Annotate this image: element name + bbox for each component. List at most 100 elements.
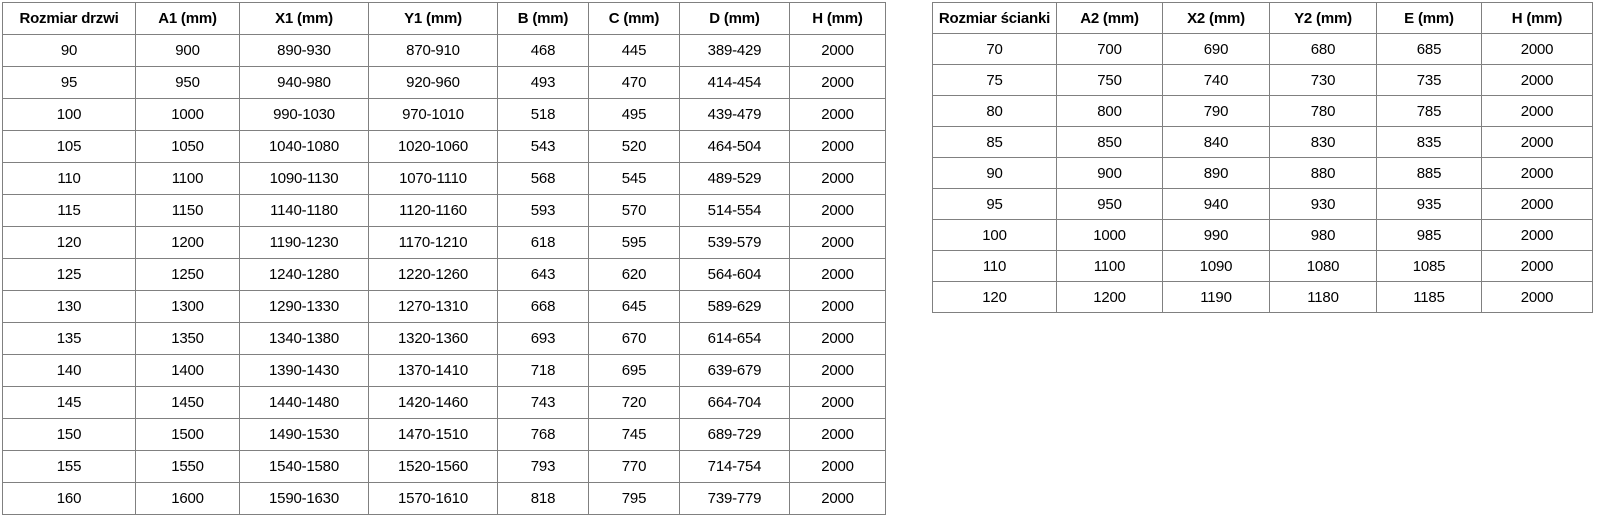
cell-r1-c2: 700 (1056, 33, 1163, 65)
table-header-row: Rozmiar ścianki A2 (mm) X2 (mm) Y2 (mm) E (m… (932, 2, 1593, 34)
cell-r11-c6: 695 (588, 354, 680, 387)
cell-r1-c2: 900 (135, 34, 240, 67)
cell-r15-c3: 1590-1630 (239, 482, 369, 515)
column-header-2: A1 (mm) (135, 2, 240, 35)
cell-r2-c5: 735 (1376, 64, 1482, 96)
cell-r1-c3: 890-930 (239, 34, 369, 67)
table-row: 75 750 740 730 735 2000 (932, 64, 1593, 96)
cell-r5-c4: 880 (1269, 157, 1377, 189)
cell-r7-c6: 595 (588, 226, 680, 259)
cell-r5-c2: 900 (1056, 157, 1163, 189)
wall-table-body: 70 700 690 680 685 2000 75 750 740 730 735 2000 80 80… (932, 33, 1593, 313)
table-row: 85 850 840 830 835 2000 (932, 126, 1593, 158)
cell-r6-c1: 115 (2, 194, 136, 227)
cell-r1-c4: 680 (1269, 33, 1377, 65)
cell-r12-c6: 720 (588, 386, 680, 419)
cell-r14-c1: 155 (2, 450, 136, 483)
cell-r2-c2: 750 (1056, 64, 1163, 96)
cell-r8-c6: 2000 (1481, 250, 1593, 282)
cell-r7-c8: 2000 (789, 226, 886, 259)
cell-r12-c4: 1420-1460 (368, 386, 498, 419)
cell-r11-c8: 2000 (789, 354, 886, 387)
cell-r3-c6: 495 (588, 98, 680, 131)
cell-r2-c7: 414-454 (679, 66, 790, 99)
cell-r8-c5: 643 (497, 258, 589, 291)
cell-r6-c5: 593 (497, 194, 589, 227)
table-row: 90 900 890 880 885 2000 (932, 157, 1593, 189)
cell-r13-c8: 2000 (789, 418, 886, 451)
cell-r7-c3: 990 (1162, 219, 1270, 251)
column-header-8: H (mm) (789, 2, 886, 35)
cell-r2-c4: 730 (1269, 64, 1377, 96)
cell-r12-c1: 145 (2, 386, 136, 419)
table-row: 80 800 790 780 785 2000 (932, 95, 1593, 127)
cell-r13-c2: 1500 (135, 418, 240, 451)
cell-r5-c5: 568 (497, 162, 589, 195)
cell-r4-c4: 1020-1060 (368, 130, 498, 163)
cell-r14-c8: 2000 (789, 450, 886, 483)
cell-r1-c7: 389-429 (679, 34, 790, 67)
cell-r5-c6: 2000 (1481, 157, 1593, 189)
cell-r3-c4: 780 (1269, 95, 1377, 127)
column-header-4: Y2 (mm) (1269, 2, 1377, 34)
cell-r9-c2: 1300 (135, 290, 240, 323)
cell-r13-c3: 1490-1530 (239, 418, 369, 451)
cell-r6-c2: 950 (1056, 188, 1163, 220)
cell-r11-c2: 1400 (135, 354, 240, 387)
cell-r11-c1: 140 (2, 354, 136, 387)
table-row: 95 950 940 930 935 2000 (932, 188, 1593, 220)
cell-r15-c2: 1600 (135, 482, 240, 515)
cell-r7-c4: 980 (1269, 219, 1377, 251)
cell-r14-c7: 714-754 (679, 450, 790, 483)
cell-r7-c2: 1200 (135, 226, 240, 259)
cell-r3-c3: 790 (1162, 95, 1270, 127)
cell-r1-c1: 90 (2, 34, 136, 67)
cell-r3-c6: 2000 (1481, 95, 1593, 127)
cell-r14-c5: 793 (497, 450, 589, 483)
cell-r5-c2: 1100 (135, 162, 240, 195)
cell-r9-c8: 2000 (789, 290, 886, 323)
cell-r3-c4: 970-1010 (368, 98, 498, 131)
cell-r15-c5: 818 (497, 482, 589, 515)
cell-r7-c5: 985 (1376, 219, 1482, 251)
door-size-table: Rozmiar drzwi A1 (mm) X1 (mm) Y1 (mm) B (mm)… (2, 2, 886, 515)
cell-r5-c8: 2000 (789, 162, 886, 195)
cell-r5-c5: 885 (1376, 157, 1482, 189)
cell-r10-c4: 1320-1360 (368, 322, 498, 355)
cell-r7-c1: 100 (932, 219, 1057, 251)
cell-r6-c2: 1150 (135, 194, 240, 227)
cell-r9-c6: 2000 (1481, 281, 1593, 313)
column-header-2: A2 (mm) (1056, 2, 1163, 34)
cell-r2-c1: 95 (2, 66, 136, 99)
cell-r8-c4: 1220-1260 (368, 258, 498, 291)
cell-r1-c6: 2000 (1481, 33, 1593, 65)
cell-r8-c4: 1080 (1269, 250, 1377, 282)
cell-r3-c1: 100 (2, 98, 136, 131)
cell-r9-c1: 130 (2, 290, 136, 323)
cell-r10-c7: 614-654 (679, 322, 790, 355)
cell-r6-c4: 930 (1269, 188, 1377, 220)
cell-r7-c6: 2000 (1481, 219, 1593, 251)
table-row: 160 1600 1590-1630 1570-1610 818 795 739-779 20… (2, 482, 886, 515)
cell-r4-c1: 85 (932, 126, 1057, 158)
cell-r13-c6: 745 (588, 418, 680, 451)
cell-r9-c7: 589-629 (679, 290, 790, 323)
cell-r12-c8: 2000 (789, 386, 886, 419)
cell-r8-c7: 564-604 (679, 258, 790, 291)
cell-r3-c2: 1000 (135, 98, 240, 131)
cell-r7-c3: 1190-1230 (239, 226, 369, 259)
cell-r1-c3: 690 (1162, 33, 1270, 65)
table-row: 140 1400 1390-1430 1370-1410 718 695 639-679 20… (2, 354, 886, 387)
cell-r11-c4: 1370-1410 (368, 354, 498, 387)
cell-r7-c1: 120 (2, 226, 136, 259)
cell-r2-c6: 2000 (1481, 64, 1593, 96)
cell-r8-c1: 125 (2, 258, 136, 291)
cell-r5-c3: 1090-1130 (239, 162, 369, 195)
cell-r6-c3: 940 (1162, 188, 1270, 220)
cell-r14-c3: 1540-1580 (239, 450, 369, 483)
cell-r10-c3: 1340-1380 (239, 322, 369, 355)
column-header-3: X2 (mm) (1162, 2, 1270, 34)
table-row: 130 1300 1290-1330 1270-1310 668 645 589-629 20… (2, 290, 886, 323)
cell-r6-c8: 2000 (789, 194, 886, 227)
table-row: 110 1100 1090 1080 1085 2000 (932, 250, 1593, 282)
